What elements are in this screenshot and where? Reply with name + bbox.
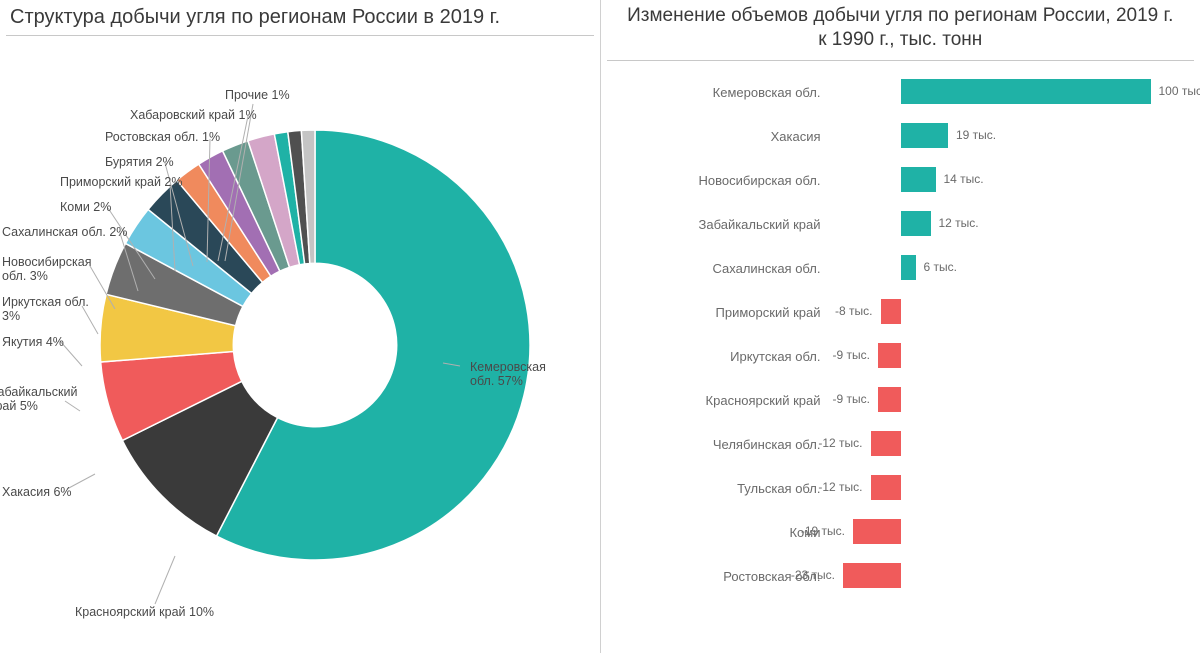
bar-category-label: Челябинская обл. — [601, 437, 831, 452]
donut-slice-label: Иркутская обл.3% — [2, 295, 89, 324]
bar-rect — [871, 475, 901, 500]
bar-value-label: -12 тыс. — [818, 436, 862, 450]
bar-row: Кемеровская обл. 100 тыс. — [601, 70, 1200, 114]
bar-value-label: -9 тыс. — [833, 392, 870, 406]
donut-slice-label: Приморский край 2% — [60, 175, 182, 189]
bar-wrap: Кемеровская обл. 100 тыс. Хакасия 19 тыс. Но… — [601, 70, 1200, 640]
pie-chart-title: Структура добычи угля по регионам России… — [0, 0, 600, 29]
bar-value-label: 14 тыс. — [944, 172, 984, 186]
bar-category-label: Красноярский край — [601, 393, 831, 408]
donut-slice-label: Новосибирскаяобл. 3% — [2, 255, 91, 284]
dashboard-container: Структура добычи угля по регионам России… — [0, 0, 1200, 653]
bar-track: -19 тыс. — [831, 510, 1200, 554]
bar-track: 6 тыс. — [831, 246, 1200, 290]
bar-rect — [843, 563, 901, 588]
bar-rect — [878, 343, 901, 368]
bar-track: -9 тыс. — [831, 334, 1200, 378]
bar-rect — [901, 255, 916, 280]
bar-value-label: 12 тыс. — [939, 216, 979, 230]
donut-slice-label: Кемеровскаяобл. 57% — [470, 360, 546, 389]
bar-track: 100 тыс. — [831, 70, 1200, 114]
bar-category-label: Новосибирская обл. — [601, 173, 831, 188]
bar-value-label: 100 тыс. — [1159, 84, 1200, 98]
donut-slice-label: Коми 2% — [60, 200, 111, 214]
bar-row: Хакасия 19 тыс. — [601, 114, 1200, 158]
bar-row: Иркутская обл.-9 тыс. — [601, 334, 1200, 378]
bar-track: -12 тыс. — [831, 422, 1200, 466]
bar-category-label: Забайкальский край — [601, 217, 831, 232]
bar-category-label: Хакасия — [601, 129, 831, 144]
bar-row: Тульская обл.-12 тыс. — [601, 466, 1200, 510]
bar-track: -8 тыс. — [831, 290, 1200, 334]
bar-value-label: -12 тыс. — [818, 480, 862, 494]
donut-slice-label: Якутия 4% — [2, 335, 64, 349]
bar-track: 12 тыс. — [831, 202, 1200, 246]
bar-chart-title: Изменение объемов добычи угля по региона… — [601, 0, 1200, 52]
bar-row: Приморский край -8 тыс. — [601, 290, 1200, 334]
donut-slice-label: Красноярский край 10% — [75, 605, 214, 619]
bar-row: Коми-19 тыс. — [601, 510, 1200, 554]
donut-slice-label: Ростовская обл. 1% — [105, 130, 220, 144]
bar-row: Сахалинская обл. 6 тыс. — [601, 246, 1200, 290]
bar-value-label: -19 тыс. — [801, 524, 845, 538]
bar-row: Челябинская обл.-12 тыс. — [601, 422, 1200, 466]
bar-track: -9 тыс. — [831, 378, 1200, 422]
pie-chart-panel: Структура добычи угля по регионам России… — [0, 0, 601, 653]
bar-row: Новосибирская обл. 14 тыс. — [601, 158, 1200, 202]
bar-category-label: Кемеровская обл. — [601, 85, 831, 100]
bar-category-label: Приморский край — [601, 305, 831, 320]
divider — [607, 60, 1195, 61]
bar-track: 14 тыс. — [831, 158, 1200, 202]
bar-row: Ростовская обл.-23 тыс. — [601, 554, 1200, 598]
bar-track: -12 тыс. — [831, 466, 1200, 510]
bar-rect — [901, 79, 1151, 104]
bar-chart-panel: Изменение объемов добычи угля по региона… — [601, 0, 1200, 653]
bar-category-label: Тульская обл. — [601, 481, 831, 496]
bar-rect — [881, 299, 901, 324]
bar-value-label: -8 тыс. — [835, 304, 872, 318]
donut-slice-label: Хакасия 6% — [2, 485, 72, 499]
bar-value-label: -23 тыс. — [791, 568, 835, 582]
bar-value-label: 19 тыс. — [956, 128, 996, 142]
bar-category-label: Коми — [601, 525, 831, 540]
divider — [6, 35, 594, 36]
bar-track: 19 тыс. — [831, 114, 1200, 158]
donut-slice-label: Хабаровский край 1% — [130, 108, 257, 122]
donut-slice-label: Прочие 1% — [225, 88, 290, 102]
bar-rect — [901, 167, 936, 192]
bar-row: Красноярский край-9 тыс. — [601, 378, 1200, 422]
donut-slice-label: Забайкальскийкрай 5% — [0, 385, 78, 414]
bar-category-label: Иркутская обл. — [601, 349, 831, 364]
bar-row: Забайкальский край 12 тыс. — [601, 202, 1200, 246]
bar-rect — [871, 431, 901, 456]
bar-category-label: Сахалинская обл. — [601, 261, 831, 276]
donut-slice-label: Сахалинская обл. 2% — [2, 225, 127, 239]
donut-slice-label: Бурятия 2% — [105, 155, 174, 169]
donut-wrap: Кемеровскаяобл. 57% Красноярский край 10%… — [0, 60, 600, 640]
bar-rect — [901, 123, 949, 148]
bar-rect — [853, 519, 901, 544]
bar-rect — [878, 387, 901, 412]
bar-rect — [901, 211, 931, 236]
bar-value-label: -9 тыс. — [833, 348, 870, 362]
bar-track: -23 тыс. — [831, 554, 1200, 598]
bar-value-label: 6 тыс. — [924, 260, 957, 274]
